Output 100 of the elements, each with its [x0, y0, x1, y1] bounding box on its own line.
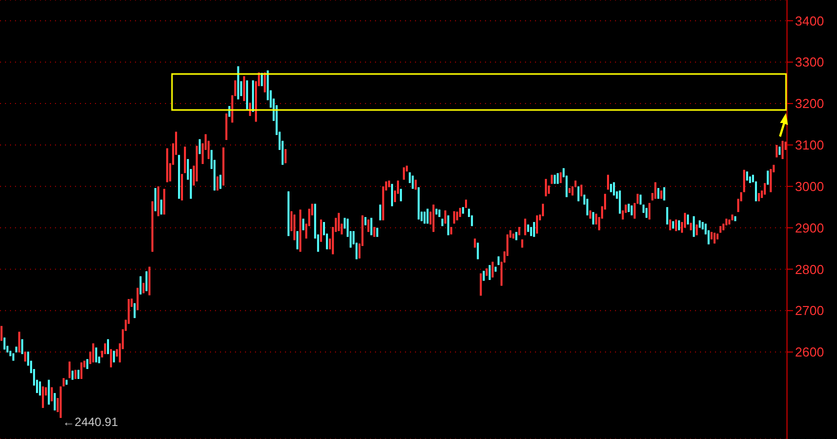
- candlestick: [482, 270, 485, 281]
- candlestick: [690, 222, 692, 230]
- candlestick: [764, 183, 766, 195]
- candlestick: [0, 326, 2, 341]
- candlestick: [675, 220, 678, 232]
- candlestick: [418, 187, 420, 220]
- candlestick: [72, 370, 74, 380]
- candlestick: [3, 338, 6, 350]
- candlestick: [462, 207, 464, 214]
- candlestick: [252, 80, 254, 112]
- candlestick: [648, 202, 650, 220]
- candlestick: [163, 188, 166, 215]
- candlestick: [610, 184, 612, 192]
- candlestick: [338, 212, 340, 232]
- candlestick: [492, 262, 494, 278]
- candlestick: [586, 198, 588, 216]
- candlestick: [219, 174, 222, 189]
- candlestick: [544, 178, 547, 196]
- candlestick: [243, 76, 246, 102]
- candlestick: [589, 210, 592, 219]
- candlestick: [198, 139, 201, 154]
- candlestick: [444, 210, 446, 224]
- y-tick-label: 3000: [795, 178, 824, 194]
- candlestick: [577, 186, 580, 202]
- candlestick: [554, 174, 556, 184]
- candlestick: [367, 220, 370, 232]
- candlestick: [18, 332, 20, 352]
- candlestick: [284, 149, 287, 164]
- candlestick: [68, 362, 71, 378]
- candlestick: [657, 188, 660, 199]
- candlestick: [60, 386, 62, 418]
- candlestick: [180, 174, 183, 200]
- candlestick: [524, 218, 526, 236]
- candlestick: [542, 204, 544, 216]
- candlestick: [80, 362, 82, 379]
- candlestick: [441, 218, 444, 226]
- candlestick: [678, 220, 680, 230]
- candlestick: [640, 194, 642, 205]
- candlestick: [237, 66, 240, 100]
- candlestick: [302, 218, 304, 230]
- candlestick: [453, 211, 456, 224]
- candlestick: [136, 288, 139, 310]
- candlestick: [15, 346, 18, 352]
- candlestick: [62, 378, 65, 386]
- candlestick: [698, 220, 701, 228]
- y-tick-label: 3100: [795, 138, 824, 153]
- candlestick: [86, 359, 88, 370]
- candlestick: [666, 207, 668, 224]
- candlestick: [459, 208, 462, 218]
- candlestick: [54, 393, 56, 410]
- annotation: ←2440.91: [62, 414, 118, 429]
- candlestick: [714, 232, 716, 244]
- candlestick: [669, 220, 672, 230]
- candlestick: [432, 204, 434, 232]
- candlestick: [450, 226, 452, 234]
- candlestick: [663, 187, 666, 200]
- candlestick: [104, 343, 106, 354]
- candlestick: [112, 350, 115, 362]
- candlestick: [77, 370, 80, 379]
- candlestick: [148, 266, 150, 296]
- candlestick: [166, 148, 168, 182]
- candlestick: [521, 239, 524, 248]
- candlestick: [654, 182, 656, 199]
- candlestick: [630, 205, 633, 216]
- candlestick: [660, 190, 662, 199]
- candlestick: [498, 256, 500, 266]
- candlestick: [686, 214, 689, 224]
- candlestick: [151, 201, 154, 252]
- candlestick: [672, 221, 674, 229]
- candlestick: [743, 170, 746, 192]
- candlestick: [592, 212, 594, 224]
- candlestick: [42, 386, 44, 408]
- candlestick: [710, 232, 713, 240]
- candlestick: [184, 146, 186, 174]
- candlestick: [216, 176, 218, 191]
- candlestick: [731, 214, 734, 220]
- candlestick: [556, 173, 559, 184]
- y-tick-label: 2700: [795, 303, 824, 318]
- candlestick: [92, 343, 94, 362]
- candlestick: [716, 234, 718, 240]
- candlestick: [612, 182, 615, 196]
- y-tick-label: 2600: [795, 344, 824, 360]
- candlestick: [527, 224, 530, 232]
- candlestick: [447, 215, 450, 236]
- candlestick: [778, 146, 781, 155]
- candlestick: [465, 200, 468, 208]
- candlestick: [196, 146, 198, 182]
- candlestick: [782, 140, 784, 160]
- candlestick: [74, 370, 76, 379]
- candlestick: [110, 349, 112, 368]
- candlestick: [299, 210, 302, 252]
- candlestick: [287, 191, 290, 236]
- candlestick: [264, 72, 266, 92]
- candlestick: [536, 215, 538, 234]
- candlestick: [293, 214, 296, 240]
- candlestick: [438, 210, 440, 218]
- candlestick: [758, 192, 760, 202]
- candlestick: [402, 167, 405, 180]
- candlestick: [628, 204, 630, 212]
- candlestick: [370, 218, 372, 236]
